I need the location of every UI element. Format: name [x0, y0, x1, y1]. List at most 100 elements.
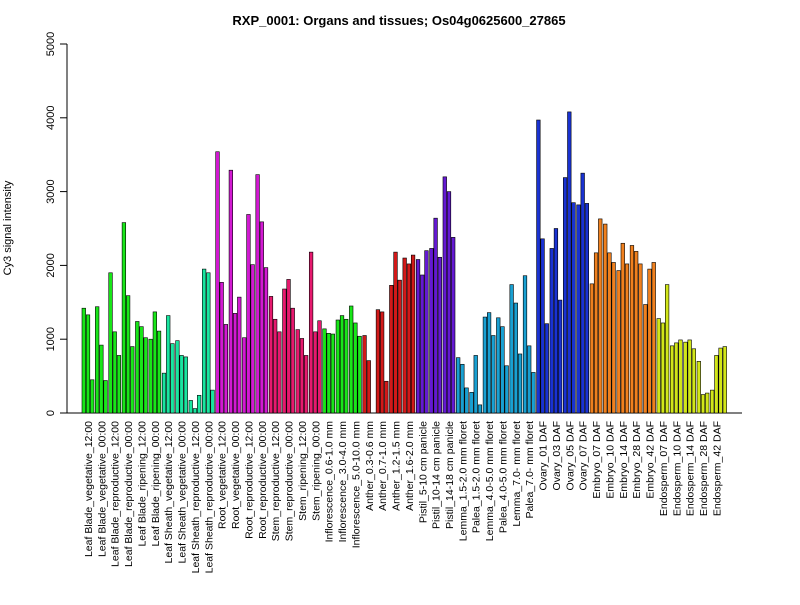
bar — [593, 252, 599, 414]
bar — [148, 338, 153, 414]
bar — [223, 324, 229, 414]
x-tick-label: Palea_7.0- mm floret — [524, 421, 536, 519]
bar — [290, 307, 295, 414]
bar — [152, 311, 157, 414]
x-tick-label: Stem_ripening_12:00 — [297, 421, 309, 521]
bar — [722, 346, 727, 414]
x-tick-label: Stem_reproductive_12:00 — [270, 421, 282, 541]
bar — [491, 335, 496, 414]
x-tick-label: Ovary_03 DAF — [551, 421, 563, 490]
x-tick-label: Pistil_10-14 cm panicle — [431, 421, 443, 529]
bar — [638, 263, 643, 414]
x-tick-label: Pistil_14-18 cm panicle — [444, 421, 456, 529]
bar — [442, 176, 447, 414]
x-tick-label: Anther_0.3-0.6 mm — [364, 421, 376, 511]
bar — [691, 348, 696, 414]
bar — [665, 284, 670, 414]
bar — [143, 337, 148, 414]
bar — [500, 326, 505, 414]
bar — [620, 242, 625, 414]
bar — [718, 347, 723, 414]
bar — [273, 318, 278, 414]
bar — [384, 380, 389, 414]
bar — [357, 335, 362, 414]
bar — [611, 262, 616, 414]
x-tick-label: Endosperm_28 DAF — [698, 421, 710, 516]
bar — [161, 372, 167, 414]
x-tick-label: Ovary_01 DAF — [538, 421, 550, 490]
y-tick-label: 3000 — [45, 179, 57, 203]
bar — [295, 329, 300, 414]
x-tick-label: Embryo_42 DAF — [645, 421, 657, 499]
bar — [219, 282, 224, 414]
y-axis-label: Cy3 signal intensity — [2, 180, 14, 275]
bar — [643, 304, 648, 414]
bar — [179, 355, 184, 414]
bar — [268, 296, 274, 414]
bar — [634, 251, 639, 414]
bar — [571, 202, 576, 414]
x-tick-label: Stem_reproductive_00:00 — [284, 421, 296, 541]
bar — [344, 318, 349, 414]
x-tick-label: Ovary_07 DAF — [578, 421, 590, 490]
bar — [660, 322, 666, 414]
x-tick-label: Embryo_10 DAF — [604, 421, 616, 499]
bar — [424, 250, 429, 414]
bar — [464, 387, 469, 414]
x-tick-label: Lemma_7.0- mm floret — [511, 421, 523, 527]
bar — [130, 346, 135, 414]
x-tick-label: Root_reproductive_12:00 — [243, 421, 255, 539]
bar — [108, 272, 113, 414]
y-tick-label: 5000 — [45, 32, 57, 56]
bar — [85, 314, 91, 414]
x-tick-label: Leaf Blade_vegetative_12:00 — [83, 421, 95, 557]
x-tick-label: Lemma_4.0-5.0 mm floret — [484, 421, 496, 541]
bar — [202, 268, 207, 414]
bar — [509, 284, 514, 414]
bar — [674, 342, 679, 414]
bar — [651, 262, 656, 414]
bar — [188, 400, 193, 414]
x-tick-label: Endosperm_42 DAF — [711, 421, 723, 516]
bar — [451, 237, 456, 414]
bar — [263, 267, 269, 414]
bar — [206, 272, 211, 414]
x-tick-label: Lemma_1.5-2.0 mm floret — [457, 421, 469, 541]
bar — [282, 288, 287, 414]
x-tick-label: Root_vegetative_00:00 — [230, 421, 242, 529]
x-tick-label: Leaf Blade_ripening_00:00 — [150, 421, 162, 547]
bar — [429, 248, 434, 414]
bar — [496, 317, 501, 414]
bar — [366, 360, 371, 414]
bar — [678, 339, 683, 414]
bar — [420, 274, 425, 414]
bar — [380, 311, 385, 414]
bar — [705, 392, 710, 414]
bar — [486, 312, 492, 414]
bar — [375, 309, 381, 414]
x-tick-label: Endosperm_10 DAF — [671, 421, 683, 516]
bar — [576, 204, 581, 414]
bar — [116, 355, 122, 414]
x-tick-label: Leaf Sheath_vegetative_00:00 — [177, 421, 189, 564]
x-tick-label: Anther_1.2-1.5 mm — [391, 421, 403, 511]
x-tick-label: Leaf Blade_reproductive_12:00 — [110, 421, 122, 567]
x-tick-label: Leaf Blade_ripening_12:00 — [136, 421, 148, 547]
bar — [647, 268, 652, 414]
bar — [313, 331, 318, 414]
bar — [175, 340, 180, 414]
y-tick-label: 0 — [45, 410, 57, 416]
bar — [103, 380, 108, 414]
bar — [563, 177, 568, 414]
bar — [286, 279, 291, 414]
bar — [121, 222, 127, 414]
x-tick-label: Stem_ripening_00:00 — [310, 421, 322, 521]
y-tick-label: 2000 — [45, 253, 57, 277]
bar — [710, 389, 715, 414]
bar — [170, 343, 175, 414]
bar — [656, 318, 661, 414]
bar — [603, 223, 608, 414]
bar — [349, 305, 354, 414]
chart-title: RXP_0001: Organs and tissues; Os04g06256… — [232, 13, 565, 28]
bar — [669, 345, 675, 414]
